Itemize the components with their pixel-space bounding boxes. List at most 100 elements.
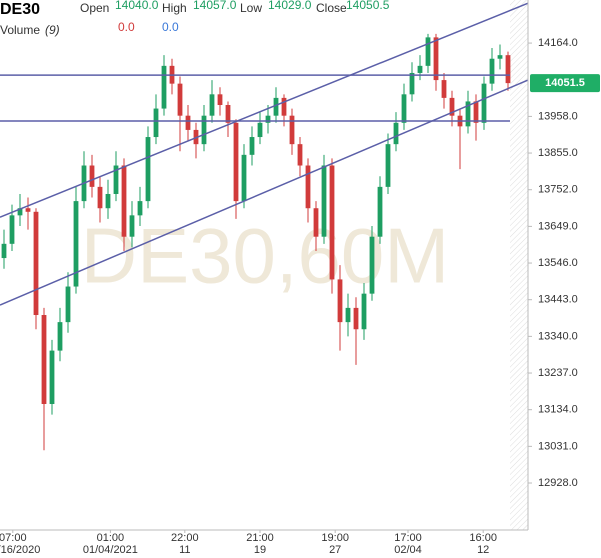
candle-body [473,101,479,123]
x-tick-date: 12 [477,544,489,556]
candle-body [489,58,495,84]
candle-body [297,144,303,166]
y-tick-label: 13958.0 [538,110,578,122]
candle-body [249,137,255,155]
candle-body [353,307,359,330]
candle-body [369,236,375,294]
candle-body [241,154,247,202]
x-tick-label: 19:00 [321,532,349,544]
x-tick-date: 01/04/2021 [83,544,138,556]
ohlc-label: Low [240,1,262,15]
x-tick-date: 02/04 [394,544,422,556]
candle-body [73,201,79,287]
candle-body [385,144,391,187]
future-area [510,0,528,530]
volume-value: 0.0 [118,20,135,34]
candle-body [233,122,239,202]
x-tick-label: 22:00 [171,532,199,544]
candle-body [401,94,407,123]
candle-body [65,286,71,323]
y-tick-label: 13443.0 [538,294,578,306]
x-tick-date: 27 [329,544,341,556]
y-tick-label: 13237.0 [538,367,578,379]
y-tick-label: 13134.0 [538,404,578,416]
candle-body [377,186,383,237]
candle-body [481,83,487,123]
volume-label: Volume [0,23,40,37]
candle-body [25,208,31,212]
candle-body [329,165,335,280]
candle-body [289,115,295,145]
candle-body [257,122,263,138]
ohlc-value: 14040.0 [115,0,159,12]
candle-body [321,165,327,237]
x-tick-date: 12/16/2020 [0,544,40,556]
candle-body [41,315,47,404]
candle-body [49,350,55,404]
candle-body [273,97,279,116]
candle-body [265,115,271,123]
candle-body [313,208,319,237]
candle-body [121,165,127,237]
candle-body [113,165,119,194]
ohlc-value: 14050.5 [346,0,390,12]
watermark: DE30,60M [81,212,450,300]
x-tick-label: 16:00 [469,532,497,544]
candle-body [337,279,343,323]
candle-body [177,83,183,116]
x-tick-label: 17:00 [394,532,422,544]
candle-body [201,115,207,145]
candle-body [89,165,95,187]
candle-body [105,193,111,209]
candle-body [209,94,215,116]
y-tick-label: 12928.0 [538,477,578,489]
candle-body [465,101,471,127]
candle-body [345,307,351,323]
candle-body [217,94,223,106]
candle-body [145,137,151,202]
volume-param: (9) [45,23,60,37]
candle-body [305,165,311,209]
candle-body [425,37,431,66]
candle-body [17,208,23,216]
y-tick-label: 13340.0 [538,330,578,342]
last-price-label: 14051.5 [545,77,585,89]
last-price-box [530,74,600,93]
candle-body [185,115,191,130]
candle-body [33,211,39,316]
y-tick-label: 13649.0 [538,220,578,232]
y-tick-label: 13855.0 [538,147,578,159]
candle-body [393,122,399,145]
x-tick-date: 11 [179,544,190,556]
candle-body [1,243,7,259]
ohlc-value: 14057.0 [193,0,237,12]
trend-line [0,2,529,218]
candle-body [433,37,439,81]
candle-body [129,215,135,237]
candle-body [161,65,167,109]
ohlc-value: 14029.0 [268,0,312,12]
x-tick-date: 19 [254,544,266,556]
candle-body [409,72,415,95]
ohlc-label: Open [80,1,109,15]
candle-body [9,215,15,244]
trend-line [0,79,529,306]
x-tick-label: 07:00 [0,532,27,544]
candle-body [417,65,423,73]
x-tick-label: 21:00 [246,532,274,544]
y-tick-label: 13752.0 [538,184,578,196]
volume-value: 0.0 [162,20,179,34]
candle-body [449,97,455,116]
y-tick-label: 14164.0 [538,37,578,49]
candle-body [441,80,447,98]
candle-body [137,201,143,216]
candle-body [281,97,287,116]
ohlc-label: High [162,1,187,15]
y-tick-label: 13546.0 [538,257,578,269]
candle-body [153,108,159,138]
symbol: DE30 [0,1,40,18]
candle-body [57,322,63,351]
candle-body [497,55,503,59]
ohlc-label: Close [316,1,347,15]
